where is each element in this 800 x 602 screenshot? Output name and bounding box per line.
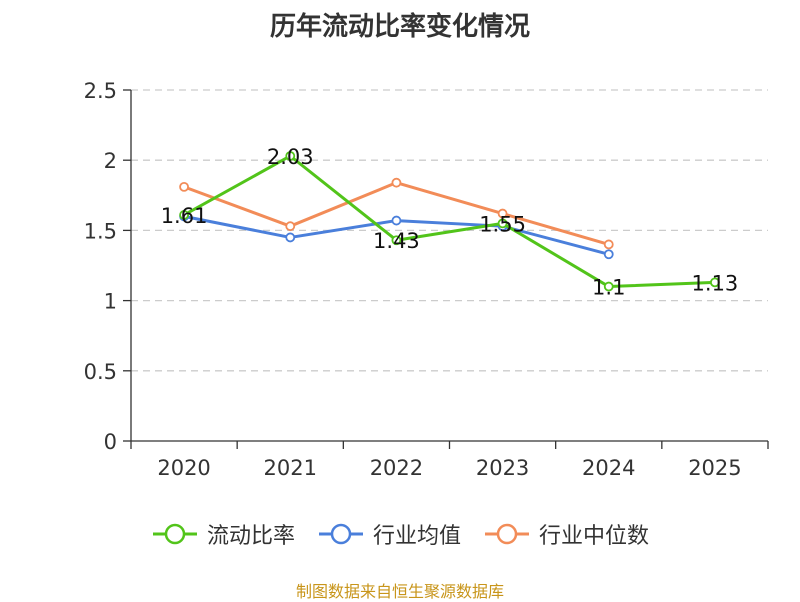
- y-tick-label: 0: [104, 430, 117, 454]
- data-point: [391, 215, 402, 226]
- x-tick-label: 2022: [370, 456, 423, 480]
- data-label: 1.13: [692, 271, 739, 295]
- chart-title: 历年流动比率变化情况: [269, 12, 530, 42]
- series-line: [183, 154, 715, 289]
- data-point: [497, 208, 508, 219]
- legend-item[interactable]: 行业中位数: [483, 518, 649, 550]
- source-footer: 制图数据来自恒生聚源数据库: [295, 582, 504, 601]
- series-lines: [179, 151, 720, 292]
- x-tick-label: 2023: [476, 456, 529, 480]
- legend-label: 流动比率: [206, 524, 295, 549]
- legend-marker: [485, 523, 529, 545]
- legend-marker: [152, 523, 197, 545]
- data-label: 2.03: [267, 145, 314, 169]
- data-point: [497, 218, 508, 229]
- data-point: [710, 277, 720, 288]
- data-point: [285, 151, 296, 161]
- data-point: [603, 281, 614, 292]
- data-point: [603, 239, 614, 250]
- legend-circle: [164, 523, 186, 545]
- legend: 流动比率 行业均值 行业中位数: [0, 518, 800, 550]
- y-tick-label: 2: [104, 149, 117, 173]
- x-tick-label: 2024: [582, 456, 635, 480]
- data-labels: 1.61 2.03 1.43 1.55 1.1 1.13: [161, 145, 739, 300]
- x-tick-label: 2025: [688, 456, 741, 480]
- legend-circle: [496, 523, 518, 545]
- x-tick-label: 2021: [264, 456, 317, 480]
- data-point: [391, 235, 402, 246]
- data-point: [285, 232, 296, 243]
- legend-label: 行业中位数: [539, 524, 650, 549]
- y-tick-label: 2.5: [84, 79, 117, 103]
- axes: 0 0.5 1 1.5 2 2.5 2020 2021 2022 2023 2024 2025: [84, 79, 769, 480]
- data-label: 1.61: [161, 204, 208, 228]
- legend-label: 行业均值: [372, 524, 461, 549]
- data-label: 1.43: [373, 229, 420, 253]
- legend-item[interactable]: 行业均值: [317, 518, 461, 550]
- legend-item[interactable]: 流动比率: [151, 518, 295, 550]
- legend-circle: [330, 523, 352, 545]
- data-label: 1.1: [592, 276, 625, 300]
- data-point: [179, 210, 189, 220]
- data-point: [391, 177, 402, 188]
- legend-marker: [318, 523, 363, 545]
- data-point: [603, 249, 614, 260]
- y-tick-label: 1: [104, 290, 117, 314]
- y-tick-label: 1.5: [84, 219, 117, 243]
- y-tick-label: 0.5: [84, 360, 117, 384]
- x-tick-label: 2020: [157, 456, 210, 480]
- data-point: [179, 181, 189, 192]
- data-point: [285, 221, 296, 232]
- data-label: 1.55: [479, 212, 526, 236]
